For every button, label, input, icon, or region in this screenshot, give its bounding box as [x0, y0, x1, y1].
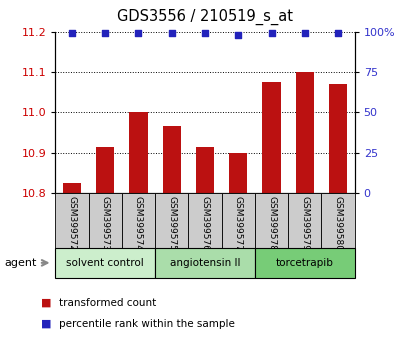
Text: solvent control: solvent control — [66, 258, 144, 268]
Point — [301, 31, 307, 36]
Point — [334, 31, 340, 36]
Bar — [162, 126, 180, 193]
Point — [69, 31, 75, 36]
Bar — [288, 193, 321, 248]
Bar — [121, 193, 155, 248]
Text: transformed count: transformed count — [59, 298, 156, 308]
Text: ■: ■ — [41, 298, 52, 308]
Text: GSM399576: GSM399576 — [200, 196, 209, 251]
Text: GDS3556 / 210519_s_at: GDS3556 / 210519_s_at — [117, 9, 292, 25]
Point — [168, 31, 175, 36]
Bar — [63, 183, 81, 193]
Bar — [254, 248, 354, 278]
Bar — [196, 147, 213, 193]
Point — [267, 31, 274, 36]
Bar — [155, 193, 188, 248]
Point — [102, 31, 108, 36]
Text: GSM399578: GSM399578 — [266, 196, 275, 251]
Point — [234, 32, 241, 38]
Point — [135, 31, 142, 36]
Bar — [55, 248, 155, 278]
Bar — [321, 193, 354, 248]
Bar — [295, 72, 313, 193]
Point — [201, 31, 208, 36]
Text: GSM399574: GSM399574 — [134, 196, 143, 251]
Text: GSM399575: GSM399575 — [167, 196, 176, 251]
Bar — [155, 248, 254, 278]
Bar — [188, 193, 221, 248]
Bar — [88, 193, 121, 248]
Text: percentile rank within the sample: percentile rank within the sample — [59, 319, 235, 329]
Text: GSM399573: GSM399573 — [101, 196, 110, 251]
Bar — [262, 82, 280, 193]
Text: GSM399580: GSM399580 — [333, 196, 342, 251]
Bar — [55, 193, 88, 248]
Text: angiotensin II: angiotensin II — [169, 258, 240, 268]
Bar — [254, 193, 288, 248]
Text: ■: ■ — [41, 319, 52, 329]
Text: GSM399572: GSM399572 — [67, 196, 76, 251]
Bar — [96, 147, 114, 193]
Text: torcetrapib: torcetrapib — [275, 258, 333, 268]
Bar — [229, 153, 247, 193]
Text: GSM399577: GSM399577 — [233, 196, 242, 251]
Text: agent: agent — [4, 258, 36, 268]
Text: GSM399579: GSM399579 — [299, 196, 308, 251]
Bar — [221, 193, 254, 248]
Bar — [129, 113, 147, 193]
Bar — [328, 84, 346, 193]
